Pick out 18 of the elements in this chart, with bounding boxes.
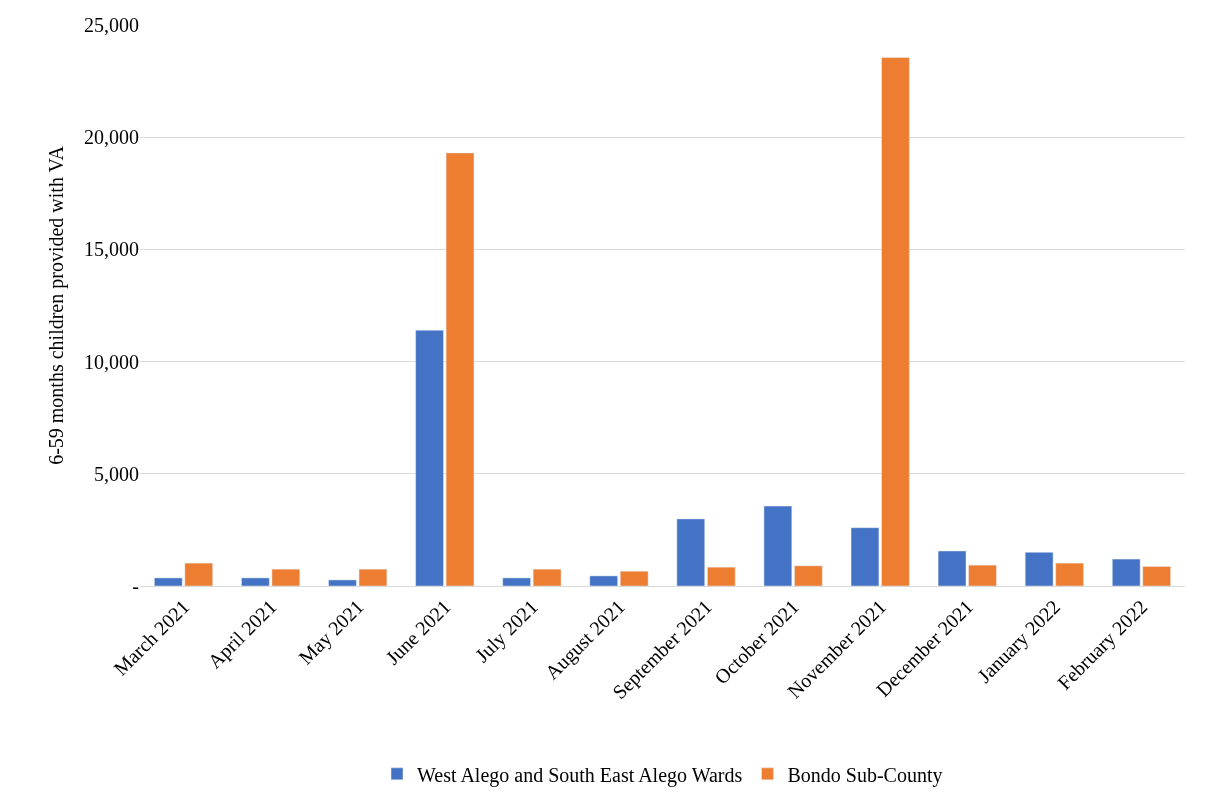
bar [502, 577, 531, 586]
bar [532, 568, 562, 586]
bar [589, 575, 618, 586]
bar [794, 565, 823, 586]
y-tick-label: 25,000 [84, 14, 139, 36]
y-tick-label: - [132, 575, 139, 597]
x-tick-label: July 2021 [470, 595, 543, 667]
bar [763, 505, 793, 586]
y-tick-label: 10,000 [84, 350, 139, 373]
legend-label: Bondo Sub-County [787, 763, 943, 787]
y-tick-label: 20,000 [84, 126, 139, 149]
bar [676, 518, 705, 586]
y-tick-label: 15,000 [84, 238, 139, 261]
text: 5,000 [94, 462, 139, 485]
y-axis-title: 6-59 months children provided with VA [44, 145, 68, 465]
bar [620, 570, 649, 586]
legend-label: West Alego and South East Alego Wards [417, 763, 743, 787]
bar [707, 566, 736, 586]
